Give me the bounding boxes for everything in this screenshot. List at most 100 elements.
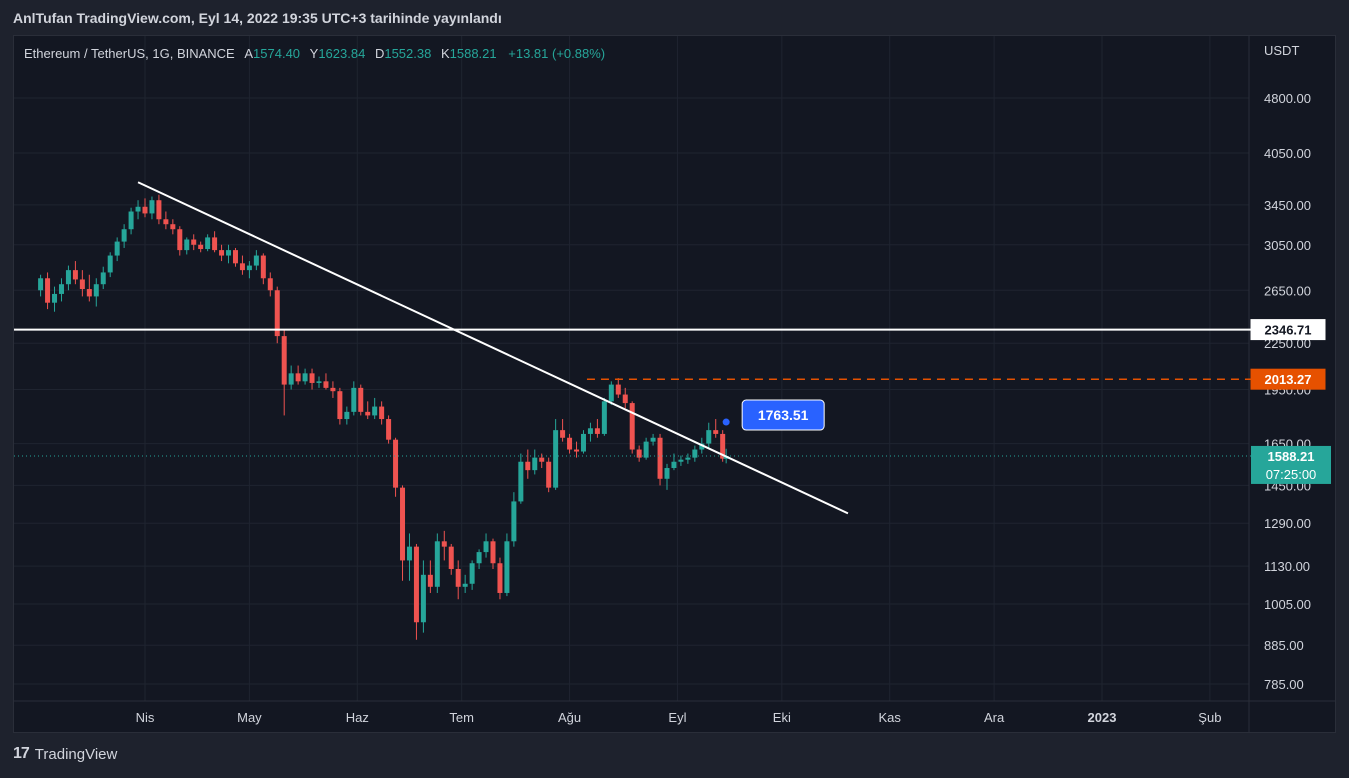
- candle-body: [636, 449, 642, 458]
- y-tick-label: 885.00: [1264, 638, 1304, 653]
- candle-body: [205, 237, 211, 250]
- high-label: Y: [309, 46, 319, 61]
- brand-name: TradingView: [34, 745, 118, 763]
- candle-body: [184, 239, 190, 251]
- candle-body: [469, 563, 475, 584]
- footer-branding: 17 TradingView: [13, 745, 117, 763]
- candle-body: [246, 265, 252, 271]
- candle-body: [539, 457, 545, 462]
- candle-body: [177, 229, 183, 251]
- y-tick-label: 1005.00: [1264, 597, 1311, 612]
- candle-body: [65, 270, 71, 285]
- countdown-label: 07:25:00: [1266, 467, 1317, 482]
- candle-body: [594, 428, 600, 434]
- candle-body: [650, 437, 656, 442]
- candle-body: [490, 541, 496, 564]
- candle-body: [288, 373, 294, 385]
- candle-body: [330, 387, 336, 392]
- candle-body: [546, 461, 552, 488]
- candle-body: [149, 200, 155, 214]
- candle-body: [692, 449, 698, 458]
- trendline-value-bubble-bg: [741, 399, 825, 431]
- horizontal-level-label-bg: [1250, 319, 1326, 341]
- last-price-label: 1588.21: [1268, 449, 1315, 464]
- candle-body: [135, 206, 141, 212]
- open-label: A: [244, 46, 254, 61]
- last-price-tag-bg: [1251, 445, 1331, 484]
- drawing-lines: [14, 181, 1251, 515]
- candle-body: [114, 241, 120, 256]
- candle-body: [79, 279, 85, 290]
- candle-body: [52, 293, 58, 303]
- candle-body: [629, 403, 635, 450]
- candle-body: [372, 406, 378, 416]
- open-value: 1574.40: [253, 46, 301, 61]
- candle-body: [511, 501, 517, 542]
- price-labels: 2346.71 2013.27 1588.21 07:25:00 1763.51: [741, 319, 1331, 484]
- candle-body: [239, 263, 245, 271]
- candle-body: [720, 433, 726, 459]
- candle-body: [100, 272, 106, 285]
- time-axis: Nis May Haz Tem Ağu Eyl Eki Kas Ara 2023 Şub: [136, 710, 1222, 725]
- candle-body: [615, 384, 621, 395]
- candle-body: [420, 574, 426, 623]
- candle-body: [72, 270, 78, 280]
- x-tick-label: Haz: [346, 710, 369, 725]
- tradingview-logo-icon: 17: [13, 745, 30, 762]
- candle-body: [107, 255, 113, 273]
- candle-body: [476, 552, 482, 564]
- candle-body: [309, 373, 315, 383]
- candle-body: [393, 439, 399, 488]
- candle-body: [553, 430, 559, 488]
- candle-body: [706, 430, 712, 444]
- candle-body: [198, 244, 204, 250]
- candle-body: [448, 546, 454, 569]
- y-tick-label: 3450.00: [1264, 198, 1311, 213]
- x-tick-label: Eki: [773, 710, 791, 725]
- close-label: K: [440, 46, 450, 61]
- candle-body: [504, 541, 510, 593]
- x-tick-label: Nis: [136, 710, 155, 725]
- candle-body: [365, 411, 371, 416]
- candle-body: [38, 278, 44, 291]
- candle-body: [622, 394, 628, 404]
- y-tick-label: 1130.00: [1264, 559, 1310, 574]
- candle-body: [170, 224, 176, 230]
- candle-body: [483, 541, 489, 553]
- symbol-legend: Ethereum / TetherUS, 1G, BINANCE A1574.4…: [24, 46, 605, 61]
- candle-body: [226, 250, 232, 256]
- x-tick-label: Ağu: [558, 710, 581, 725]
- candle-body: [657, 437, 663, 479]
- x-tick-label: Tem: [449, 710, 474, 725]
- candle-body: [358, 387, 364, 412]
- candle-body: [323, 381, 329, 388]
- candle-body: [302, 373, 308, 382]
- price-chart[interactable]: USDT 4800.00 4050.00 3450.00 3050.00 2650.00 2…: [14, 36, 1336, 733]
- publisher-header: AnlTufan TradingView.com, Eyl 14, 2022 1…: [13, 10, 502, 26]
- candle-body: [267, 278, 273, 291]
- candle-body: [413, 546, 419, 623]
- dashed-level-label: 2013.27: [1265, 372, 1312, 387]
- x-tick-label: Şub: [1198, 710, 1221, 725]
- candle-body: [574, 449, 580, 452]
- x-tick-label: 2023: [1088, 710, 1117, 725]
- candle-body: [587, 428, 593, 434]
- candle-body: [441, 541, 447, 547]
- candle-body: [580, 433, 586, 452]
- candle-body: [274, 290, 280, 337]
- candle-body: [560, 430, 566, 438]
- candle-body: [455, 568, 461, 587]
- candle-body: [45, 278, 51, 303]
- trendline-value-label: 1763.51: [758, 407, 809, 423]
- candle-body: [344, 411, 350, 420]
- candle-body: [601, 401, 607, 434]
- trendline-marker: [722, 418, 730, 426]
- low-label: D: [374, 46, 385, 61]
- chart-area[interactable]: USDT 4800.00 4050.00 3450.00 3050.00 2650.00 2…: [13, 35, 1336, 733]
- y-tick-label: 2650.00: [1264, 283, 1311, 298]
- low-value: 1552.38: [384, 46, 432, 61]
- candle-body: [525, 461, 531, 471]
- candle-body: [713, 430, 719, 434]
- trendline: [137, 181, 849, 515]
- candle-body: [406, 546, 412, 561]
